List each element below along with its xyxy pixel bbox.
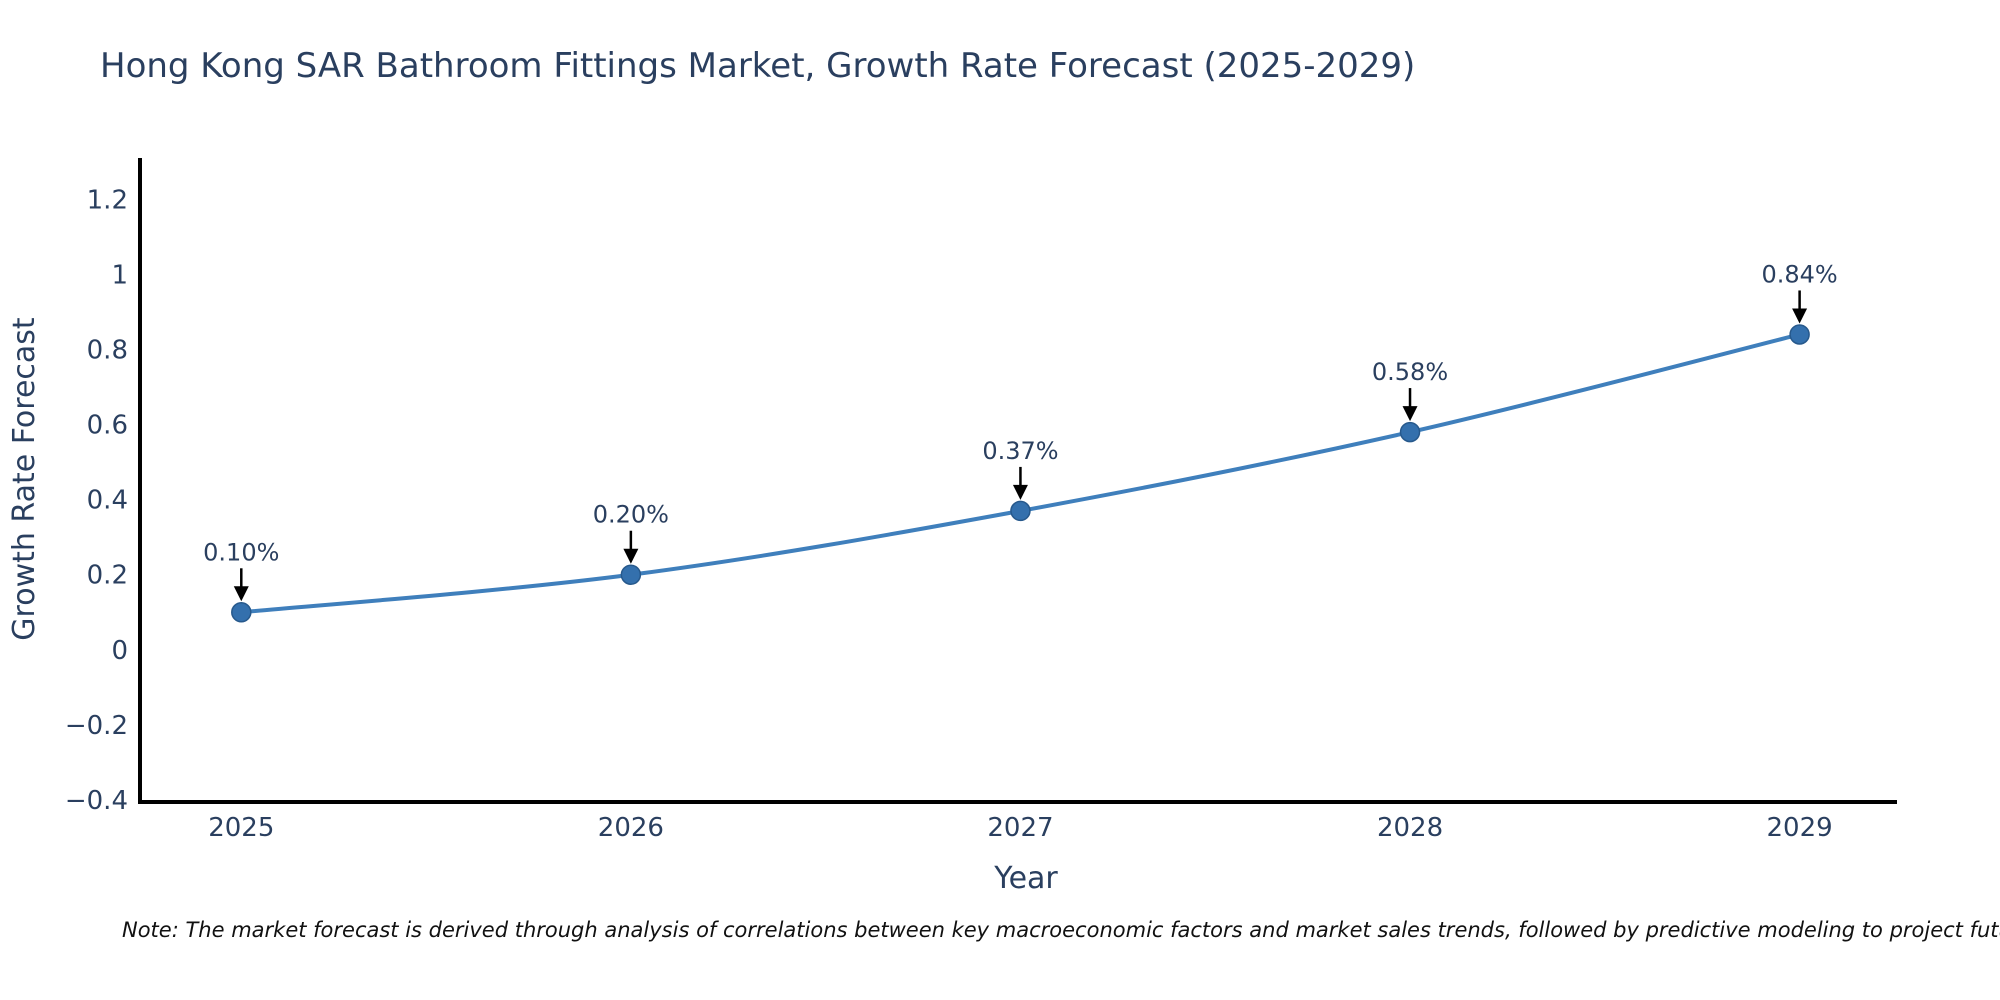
y-tick-label: 0.2 [87, 561, 128, 591]
data-point-label: 0.84% [1761, 260, 1837, 288]
y-axis-title: Growth Rate Forecast [7, 317, 42, 641]
y-tick-label: 0.8 [87, 335, 128, 365]
annotation-arrow-head [623, 548, 639, 564]
x-tick-label: 2025 [208, 813, 274, 843]
x-tick-label: 2028 [1377, 813, 1443, 843]
y-tick-label: 0.4 [87, 486, 128, 516]
annotation-arrow-head [1402, 406, 1418, 422]
annotation-arrow-head [1792, 308, 1808, 324]
data-point-label: 0.20% [593, 501, 669, 529]
x-axis-title: Year [993, 861, 1058, 896]
footnote: Note: The market forecast is derived thr… [122, 918, 2000, 942]
x-tick-label: 2027 [987, 813, 1053, 843]
data-point-2025 [231, 602, 252, 623]
chart-title: Hong Kong SAR Bathroom Fittings Market, … [100, 46, 1416, 86]
x-tick-label: 2029 [1767, 813, 1833, 843]
data-point-2028 [1399, 421, 1421, 443]
data-point-2027 [1010, 500, 1031, 522]
y-tick-label: 1.2 [87, 185, 128, 215]
data-point-label: 0.58% [1372, 358, 1448, 386]
data-point-2029 [1789, 324, 1810, 345]
data-point-label: 0.37% [982, 437, 1058, 465]
y-tick-label: 0.6 [87, 411, 128, 441]
y-tick-label: 1 [111, 260, 128, 290]
annotation-arrow-head [233, 586, 249, 602]
x-tick-label: 2026 [598, 813, 664, 843]
y-tick-label: −0.2 [65, 711, 128, 741]
y-tick-label: −0.4 [65, 786, 128, 816]
y-tick-label: 0 [111, 636, 128, 666]
data-point-2026 [620, 564, 642, 585]
data-point-label: 0.10% [203, 538, 279, 566]
annotation-arrow-head [1012, 484, 1028, 500]
